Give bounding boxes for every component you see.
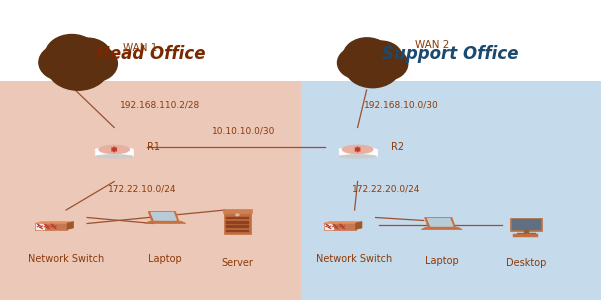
Bar [524, 230, 528, 233]
Ellipse shape [343, 38, 391, 75]
Text: 192.168.10.0/30: 192.168.10.0/30 [364, 100, 438, 109]
Text: 172.22.20.0/24: 172.22.20.0/24 [352, 184, 420, 194]
Ellipse shape [355, 40, 391, 68]
Polygon shape [35, 222, 73, 223]
Bar [95, 149, 133, 156]
Ellipse shape [343, 146, 373, 154]
Ellipse shape [70, 45, 117, 82]
Bar [512, 219, 540, 230]
Polygon shape [421, 227, 462, 230]
Bar [517, 233, 535, 234]
Ellipse shape [365, 48, 407, 80]
Ellipse shape [339, 148, 376, 151]
Bar [227, 225, 248, 228]
Ellipse shape [95, 154, 133, 158]
Ellipse shape [95, 148, 133, 151]
Text: Network Switch: Network Switch [28, 254, 104, 263]
Polygon shape [424, 218, 456, 227]
Bar [510, 218, 542, 231]
Text: Desktop: Desktop [505, 258, 546, 268]
Text: Server: Server [221, 258, 254, 268]
Bar [325, 224, 333, 229]
Ellipse shape [99, 146, 129, 154]
Text: Network Switch: Network Switch [317, 254, 392, 263]
Ellipse shape [58, 37, 99, 68]
Bar [227, 221, 248, 224]
Bar [227, 217, 248, 219]
Ellipse shape [39, 44, 86, 80]
Bar [339, 149, 376, 156]
Ellipse shape [338, 46, 380, 79]
Polygon shape [427, 219, 453, 226]
Bar [36, 224, 44, 229]
Ellipse shape [360, 41, 402, 74]
Polygon shape [323, 223, 356, 230]
Ellipse shape [64, 38, 111, 74]
Ellipse shape [344, 44, 401, 88]
Ellipse shape [339, 154, 376, 158]
Bar [224, 213, 251, 234]
Polygon shape [67, 222, 73, 230]
Polygon shape [35, 223, 67, 230]
Text: R1: R1 [147, 142, 160, 152]
Text: 10.10.10.0/30: 10.10.10.0/30 [212, 126, 275, 135]
Polygon shape [145, 221, 186, 224]
Text: Laptop: Laptop [425, 256, 459, 266]
Text: R2: R2 [391, 142, 404, 152]
Text: Laptop: Laptop [148, 254, 182, 263]
Bar [227, 230, 248, 232]
Text: 192.168.110.2/28: 192.168.110.2/28 [120, 100, 201, 109]
Polygon shape [148, 212, 179, 221]
Bar [513, 235, 538, 236]
Text: 172.22.10.0/24: 172.22.10.0/24 [108, 184, 177, 194]
Text: WAN 2: WAN 2 [415, 40, 449, 50]
Polygon shape [323, 222, 362, 223]
Circle shape [236, 214, 239, 216]
Polygon shape [151, 213, 176, 220]
Bar [223, 209, 252, 213]
Ellipse shape [45, 34, 99, 76]
Polygon shape [356, 222, 362, 230]
Ellipse shape [47, 42, 109, 90]
Text: WAN 1: WAN 1 [123, 43, 157, 53]
Text: Head Office: Head Office [96, 45, 205, 63]
Text: Support Office: Support Office [382, 45, 519, 63]
